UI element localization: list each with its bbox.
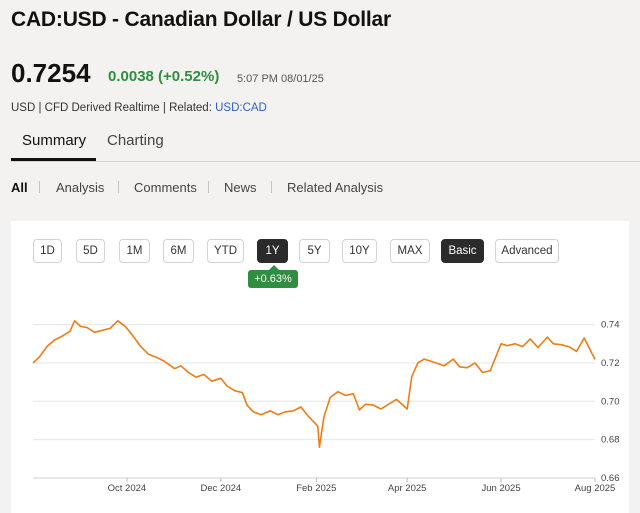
range-button-5y[interactable]: 5Y (299, 239, 330, 263)
range-button-1m[interactable]: 1M (119, 239, 150, 263)
y-tick-label: 0.66 (601, 473, 620, 484)
filter-tab-all[interactable]: All (11, 180, 28, 195)
price-line-chart[interactable]: 0.66 0.68 0.70 0.72 0.74 Oct 2024 Dec 2024 Feb … (11, 221, 629, 513)
quote-timestamp: 5:07 PM 08/01/25 (237, 73, 324, 85)
y-tick-label: 0.68 (601, 435, 620, 446)
x-tick-label: Apr 2025 (388, 483, 427, 494)
x-tick-label: Aug 2025 (575, 483, 616, 494)
period-performance-badge: +0.63% (248, 265, 298, 288)
meta-text: USD | CFD Derived Realtime | Related: (11, 102, 216, 114)
main-tabs: Summary Charting (11, 123, 640, 162)
range-button-5d[interactable]: 5D (76, 239, 105, 263)
range-button-1d[interactable]: 1D (33, 239, 62, 263)
price-series-line (32, 320, 596, 449)
y-tick-label: 0.70 (601, 396, 620, 407)
price-change: 0.0038 (+0.52%) (108, 68, 220, 85)
last-price: 0.7254 (11, 58, 91, 88)
x-tick-label: Dec 2024 (201, 483, 242, 494)
range-button-6m[interactable]: 6M (163, 239, 194, 263)
quote-meta: USD | CFD Derived Realtime | Related: US… (11, 102, 267, 114)
range-button-10y[interactable]: 10Y (342, 239, 377, 263)
chart-mode-basic-button[interactable]: Basic (441, 239, 484, 263)
range-button-max[interactable]: MAX (390, 239, 430, 263)
active-tab-underline (11, 158, 96, 161)
tab-charting[interactable]: Charting (107, 132, 164, 149)
x-tick-label: Oct 2024 (108, 483, 147, 494)
x-tick-label: Feb 2025 (296, 483, 336, 494)
divider (271, 181, 272, 193)
range-button-ytd[interactable]: YTD (207, 239, 244, 263)
filter-tab-related-analysis[interactable]: Related Analysis (287, 180, 384, 195)
page-title: CAD:USD - Canadian Dollar / US Dollar (11, 8, 391, 31)
chart-panel: 1D 5D 1M 6M YTD 1Y 5Y 10Y MAX Basic Adva… (11, 221, 629, 513)
y-tick-label: 0.72 (601, 358, 620, 369)
divider (39, 181, 40, 193)
tab-summary[interactable]: Summary (22, 132, 87, 149)
y-tick-label: 0.74 (601, 320, 620, 331)
related-symbol-link[interactable]: USD:CAD (215, 102, 267, 114)
filter-tab-news[interactable]: News (224, 180, 257, 195)
filter-tab-comments[interactable]: Comments (134, 180, 197, 195)
filter-tab-analysis[interactable]: Analysis (56, 180, 105, 195)
divider (118, 181, 119, 193)
x-tick-label: Jun 2025 (482, 483, 521, 494)
range-button-1y[interactable]: 1Y (257, 239, 288, 263)
divider (208, 181, 209, 193)
chart-mode-advanced-button[interactable]: Advanced (495, 239, 559, 263)
